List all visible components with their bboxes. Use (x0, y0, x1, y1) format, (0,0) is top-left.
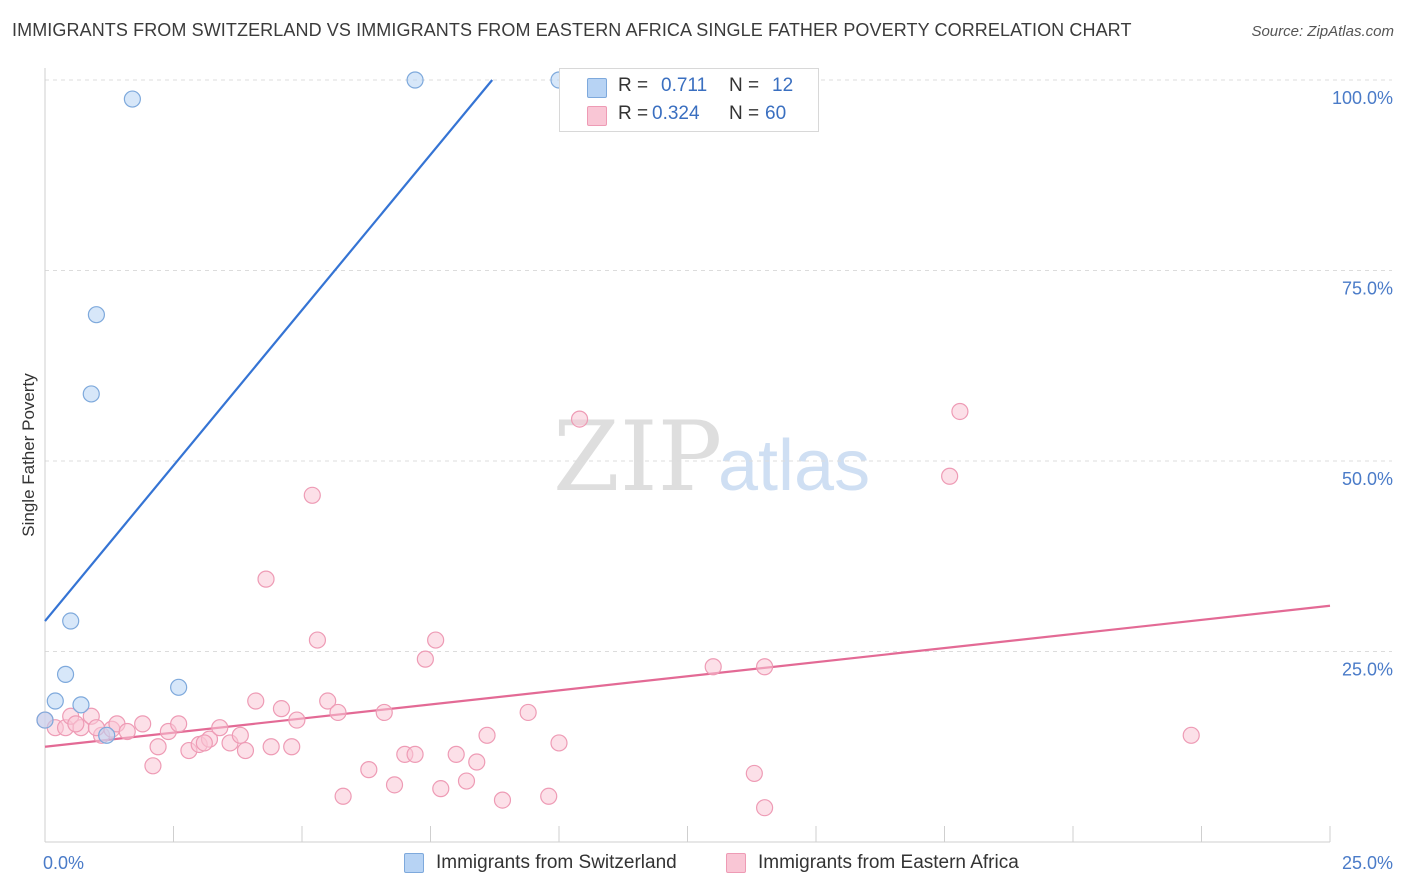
eastern-africa-point (334, 787, 352, 805)
eastern-africa-point (550, 734, 568, 752)
eastern-africa-point (385, 776, 404, 794)
eastern-africa-point (231, 726, 249, 744)
legend-r-value: 0.324 (652, 103, 700, 124)
eastern-africa-point (195, 734, 213, 752)
eastern-africa-point (406, 745, 424, 763)
watermark-atlas: atlas (718, 426, 870, 506)
legend-n-label: N = (729, 75, 760, 96)
eastern-africa-point (247, 692, 265, 710)
eastern-africa-point (257, 570, 275, 588)
bottom-legend-swatch (404, 853, 424, 873)
gridlines (45, 79, 1392, 652)
eastern-africa-point (755, 799, 774, 817)
y-axis-label: Single Father Poverty (19, 373, 38, 537)
switzerland-point (87, 306, 106, 324)
eastern-africa-trend-line (44, 604, 1331, 748)
eastern-africa-point (745, 764, 763, 783)
eastern-africa-point (457, 772, 476, 790)
eastern-africa-point (118, 722, 136, 741)
switzerland-point (123, 90, 141, 108)
eastern-africa-point (134, 715, 152, 733)
legend-row-switzerland: R = 0.711 N = 12 (560, 73, 816, 101)
eastern-africa-point (375, 703, 393, 722)
eastern-africa-point (329, 703, 347, 722)
eastern-africa-point (272, 700, 291, 718)
eastern-africa-point (360, 761, 378, 779)
switzerland-point (170, 678, 188, 696)
eastern-africa-point (303, 486, 321, 504)
correlation-legend: R = 0.711 N = 12 R = 0.324 N = 60 (559, 68, 819, 132)
legend-n-value: 12 (772, 75, 794, 96)
legend-r-label: R = (618, 75, 649, 96)
legend-swatch-eastern-africa (587, 106, 607, 126)
eastern-africa-point (236, 741, 255, 760)
x-tick-labels: 0.0% 25.0% (43, 853, 1393, 873)
legend-n-value: 60 (765, 103, 787, 124)
eastern-africa-point (519, 703, 537, 722)
eastern-africa-point (149, 738, 167, 756)
data-points (36, 71, 1200, 817)
y-tick-labels: 25.0% 50.0% 75.0% 100.0% (1332, 88, 1393, 680)
source-label: Source: ZipAtlas.com (1251, 23, 1394, 40)
chart-title: IMMIGRANTS FROM SWITZERLAND VS IMMIGRANT… (12, 20, 1132, 40)
switzerland-point (72, 696, 90, 714)
switzerland-point (36, 711, 54, 729)
y-tick-label: 100.0% (1332, 88, 1393, 108)
bottom-legend-label: Immigrants from Eastern Africa (758, 852, 1019, 873)
eastern-africa-point (447, 745, 465, 763)
legend-r-value: 0.711 (661, 75, 708, 96)
switzerland-point (62, 612, 80, 630)
switzerland-point (56, 665, 75, 683)
eastern-africa-point (432, 780, 450, 798)
bottom-legend-swatch (726, 853, 746, 873)
eastern-africa-point (468, 753, 486, 771)
eastern-africa-point (755, 658, 774, 676)
eastern-africa-point (67, 715, 85, 733)
x-tick-label: 0.0% (43, 853, 84, 873)
switzerland-point (98, 726, 116, 744)
eastern-africa-point (288, 711, 306, 729)
eastern-africa-point (478, 726, 496, 744)
eastern-africa-point (427, 631, 445, 649)
eastern-africa-point (493, 791, 512, 809)
eastern-africa-point (416, 650, 434, 668)
trend-lines (44, 79, 1331, 748)
eastern-africa-point (170, 715, 188, 733)
eastern-africa-point (144, 757, 162, 775)
bottom-legend-label: Immigrants from Switzerland (436, 852, 677, 873)
eastern-africa-point (951, 402, 969, 421)
eastern-africa-point (308, 631, 327, 649)
eastern-africa-point (570, 410, 589, 428)
x-tick-label: 25.0% (1342, 853, 1393, 873)
watermark: ZIP atlas (553, 401, 870, 513)
eastern-africa-point (283, 738, 301, 756)
eastern-africa-point (319, 692, 337, 710)
eastern-africa-point (704, 658, 722, 676)
legend-r-label: R = (618, 103, 649, 124)
eastern-africa-point (941, 467, 959, 485)
eastern-africa-point (540, 787, 558, 805)
eastern-africa-point (262, 738, 280, 756)
legend-n-label: N = (729, 103, 760, 124)
y-tick-label: 75.0% (1342, 279, 1393, 299)
eastern-africa-point (211, 719, 229, 737)
switzerland-trend-line (44, 79, 494, 622)
legend-row-eastern-africa: R = 0.324 N = 60 (560, 101, 816, 129)
y-tick-label: 50.0% (1342, 469, 1393, 489)
switzerland-point (46, 692, 64, 710)
switzerland-point (82, 385, 100, 403)
switzerland-point (406, 71, 424, 89)
y-tick-label: 25.0% (1342, 660, 1393, 680)
legend-swatch-switzerland (587, 78, 607, 98)
eastern-africa-point (1182, 726, 1200, 744)
